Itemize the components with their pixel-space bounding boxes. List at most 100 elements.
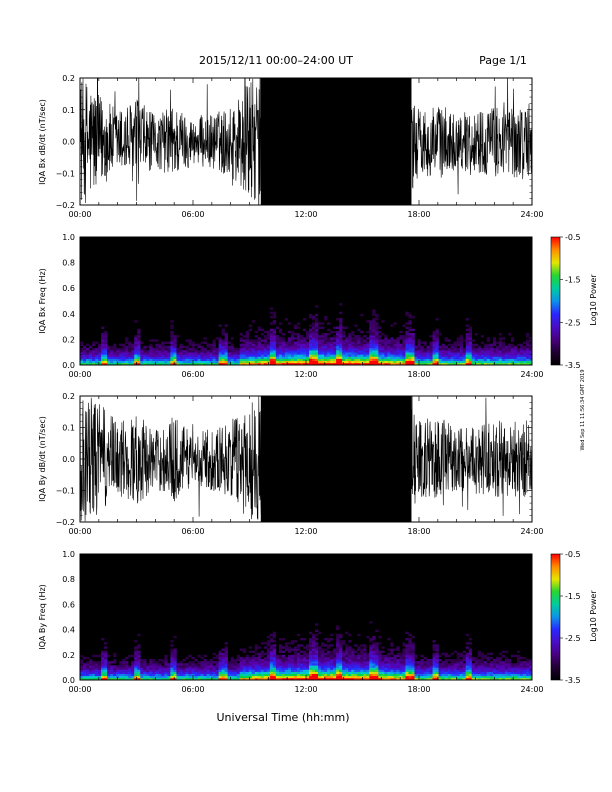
spectrogram-cell <box>188 350 192 353</box>
spectrogram-cell <box>462 352 466 355</box>
spectrogram-cell <box>318 673 322 677</box>
spectrogram-cell <box>203 362 207 366</box>
spectrogram-cell <box>420 356 424 359</box>
spectrogram-cell <box>504 675 509 679</box>
spectrogram-cell <box>149 671 153 674</box>
spectrogram-cell <box>369 665 373 668</box>
spectrogram-cell <box>468 638 473 641</box>
spectrogram-cell <box>116 356 120 359</box>
spectrogram-cell <box>348 633 352 637</box>
spectrogram-cell <box>218 337 222 340</box>
spectrogram-cell <box>164 345 168 349</box>
spectrogram-cell <box>296 335 301 338</box>
spectrogram-cell <box>333 671 337 674</box>
spectrogram-cell <box>327 360 331 364</box>
spectrogram-cell <box>212 671 216 674</box>
spectrogram-cell <box>399 654 403 658</box>
spectrogram-cell <box>396 362 400 366</box>
spectrogram-cell <box>170 339 174 342</box>
spectrogram-cell <box>101 654 105 658</box>
spectrogram-cell <box>363 341 367 344</box>
spectrogram-cell <box>312 326 316 330</box>
spectrogram-cell <box>257 326 262 330</box>
spectrogram-cell <box>483 671 488 674</box>
spectrogram-cell <box>375 318 379 321</box>
spectrogram-cell <box>309 667 313 670</box>
spectrogram-cell <box>444 339 448 342</box>
spectrogram-cell <box>125 665 129 668</box>
spectrogram-cell <box>333 341 337 344</box>
spectrogram-cell <box>200 354 204 357</box>
spectrogram-cell <box>293 333 298 336</box>
spectrogram-cell <box>459 675 463 679</box>
spectrogram-cell <box>239 675 244 679</box>
spectrogram-cell <box>354 352 358 355</box>
colorbar <box>550 553 561 681</box>
spectrogram-cell <box>465 345 470 349</box>
spectrogram-cell <box>266 661 271 664</box>
spectrogram-cell <box>119 667 123 670</box>
spectrogram-cell <box>339 661 343 664</box>
spectrogram-cell <box>525 360 530 364</box>
spectrogram-cell <box>188 667 192 670</box>
spectrogram-cell <box>104 665 108 668</box>
spectrogram-cell <box>173 343 177 347</box>
spectrogram-cell <box>315 350 319 353</box>
spectrogram-cell <box>215 362 219 366</box>
spectrogram-cell <box>375 654 379 658</box>
spectrogram-cell <box>339 656 343 660</box>
spectrogram-cell <box>269 335 274 338</box>
spectrogram-cell <box>140 659 144 662</box>
spectrogram-cell <box>462 339 466 342</box>
spectrogram-cell <box>266 360 271 364</box>
spectrogram-cell <box>113 360 117 364</box>
spectrogram-cell <box>287 669 292 672</box>
spectrogram-cell <box>272 656 277 660</box>
spectrogram-cell <box>158 350 162 353</box>
spectrogram-cell <box>315 656 319 660</box>
spectrogram-cell <box>516 656 521 660</box>
spectrogram-cell <box>336 654 340 658</box>
spectrogram-cell <box>101 352 105 355</box>
spectrogram-cell <box>95 665 99 668</box>
spectrogram-cell <box>275 675 280 679</box>
spectrogram-cell <box>200 656 204 660</box>
spectrogram-cell <box>134 352 138 355</box>
spectrogram-cell <box>363 339 367 342</box>
spectrogram-cell <box>263 671 268 674</box>
spectrogram-cell <box>399 347 403 351</box>
spectrogram-cell <box>101 345 105 349</box>
spectrogram-cell <box>474 677 479 681</box>
spectrogram-cell <box>444 669 448 672</box>
spectrogram-cell <box>218 352 222 355</box>
spectrogram-cell <box>327 661 331 664</box>
spectrogram-cell <box>456 671 460 674</box>
spectrogram-cell <box>372 650 376 653</box>
spectrogram-cell <box>299 358 304 362</box>
spectrogram-cell <box>233 673 237 677</box>
spectrogram-cell <box>465 347 470 351</box>
spectrogram-cell <box>164 360 168 364</box>
spectrogram-cell <box>275 341 280 344</box>
spectrogram-cell <box>185 356 189 359</box>
spectrogram-cell <box>357 335 361 338</box>
spectrogram-cell <box>272 659 277 662</box>
spectrogram-cell <box>254 345 259 349</box>
spectrogram-cell <box>351 654 355 658</box>
spectrogram-cell <box>98 343 102 347</box>
spectrogram-cell <box>230 663 234 666</box>
spectrogram-cell <box>122 671 126 674</box>
spectrogram-cell <box>239 673 244 677</box>
spectrogram-cell <box>522 341 527 344</box>
spectrogram-cell <box>254 646 259 649</box>
spectrogram-cell <box>122 358 126 362</box>
spectrogram-cell <box>501 341 506 344</box>
spectrogram-cell <box>110 345 114 349</box>
y-tick-label: 0.2 <box>62 335 75 344</box>
spectrogram-cell <box>384 656 388 660</box>
spectrogram-cell <box>372 656 376 660</box>
spectrogram-cell <box>402 362 406 366</box>
spectrogram-cell <box>218 362 222 366</box>
spectrogram-cell <box>369 644 373 647</box>
spectrogram-cell <box>471 667 476 670</box>
